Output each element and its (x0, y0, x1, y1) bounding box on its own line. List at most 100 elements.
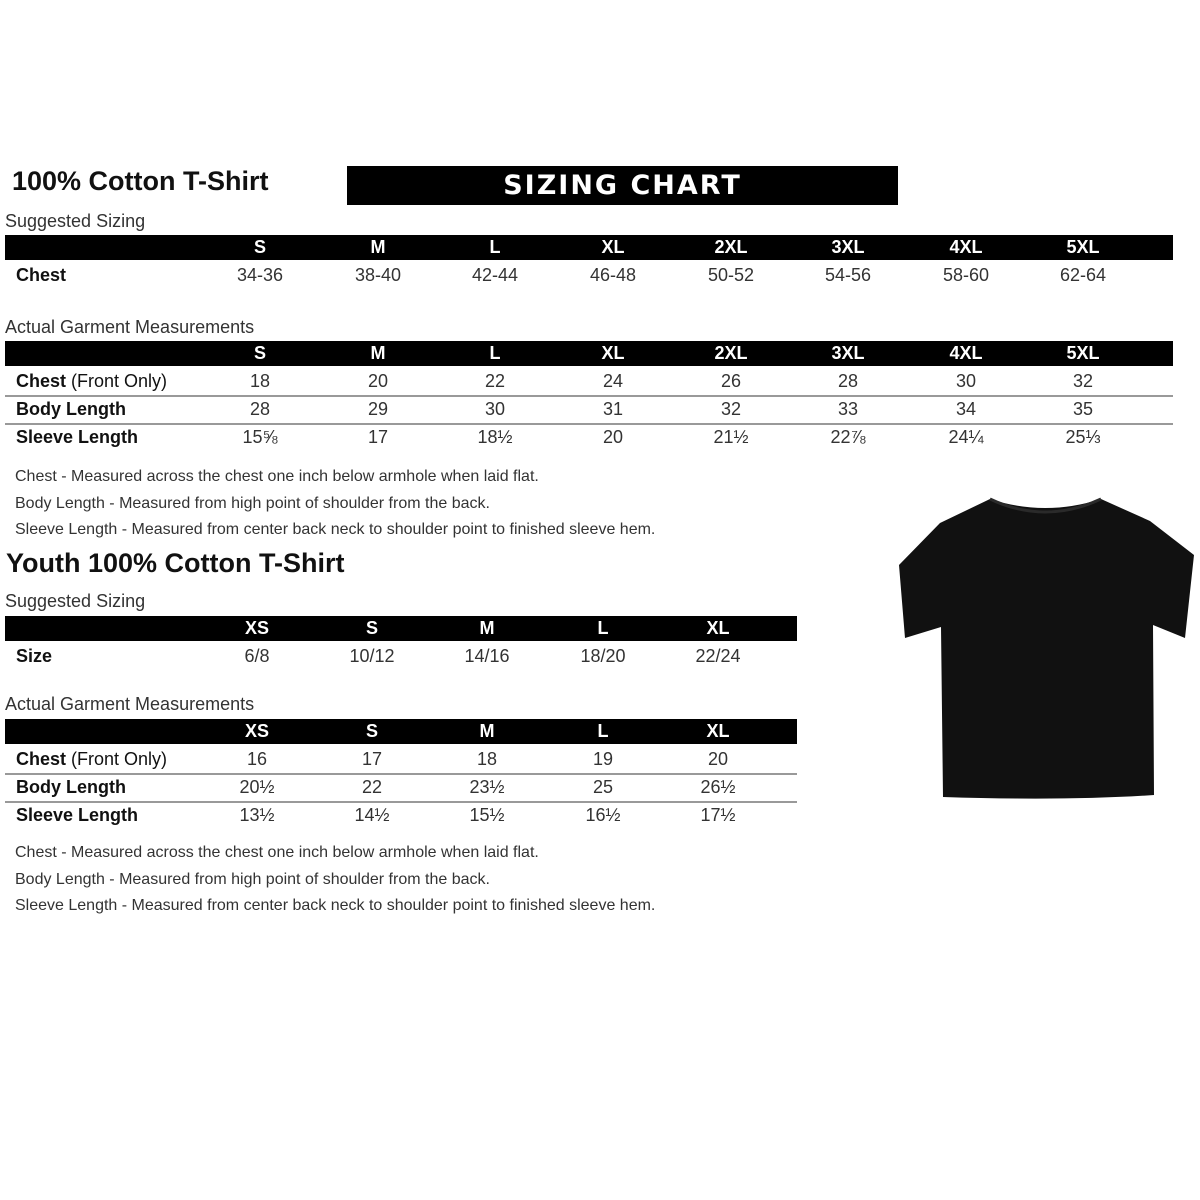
table-cell: 26½ (700, 777, 736, 797)
table-row: Chest (Front Only) 18 20 22 24 26 28 30 32 (5, 367, 1173, 397)
table-cell: 23½ (469, 777, 505, 797)
table-cell: 20 (367, 371, 389, 391)
row-label-note: (Front Only) (71, 371, 168, 391)
table-cell: 10/12 (349, 646, 395, 666)
table-cell: 17½ (700, 805, 736, 825)
size-header-s: S (253, 237, 266, 257)
table-cell: 28 (249, 399, 271, 419)
table-cell: 42-44 (471, 265, 519, 285)
adult-actual-label: Actual Garment Measurements (5, 317, 255, 337)
table-cell: 30 (955, 371, 977, 391)
table-cell: 58-60 (942, 265, 990, 285)
row-label-note: (Front Only) (71, 749, 168, 769)
table-cell: 18 (249, 371, 271, 391)
table-cell: 6/8 (244, 646, 270, 666)
row-label: Body Length (16, 773, 126, 801)
size-header-3xl: 3XL (831, 343, 865, 363)
table-row: Sleeve Length 13½ 14½ 15½ 16½ 17½ (5, 801, 797, 829)
table-row: Body Length 20½ 22 23½ 25 26½ (5, 773, 797, 803)
row-label-text: Sleeve Length (16, 805, 139, 825)
table-cell: 25⅓ (1065, 427, 1101, 447)
size-header-s: S (365, 721, 378, 741)
table-row: Sleeve Length 15⅝ 17 18½ 20 21½ 22⅞ 24¼ 25⅓ (5, 423, 1173, 451)
note-sleeve-length: Sleeve Length - Measured from center bac… (15, 521, 656, 538)
table-cell: 15½ (469, 805, 505, 825)
size-header-row: S M L XL 2XL 3XL 4XL 5XL (5, 341, 1173, 366)
youth-notes: Chest - Measured across the chest one in… (15, 840, 655, 920)
table-cell: 17 (367, 427, 389, 447)
table-cell: 24 (602, 371, 624, 391)
table-cell: 20 (602, 427, 624, 447)
size-header-2xl: 2XL (714, 237, 748, 257)
table-cell: 35 (1072, 399, 1094, 419)
row-label-text: Chest (16, 749, 67, 769)
size-header-3xl: 3XL (831, 237, 865, 257)
size-header-s: S (253, 343, 266, 363)
table-cell: 28 (837, 371, 859, 391)
size-header-5xl: 5XL (1066, 343, 1100, 363)
table-cell: 13½ (239, 805, 275, 825)
table-cell: 19 (592, 749, 614, 769)
table-cell: 25 (592, 777, 614, 797)
youth-title: Youth 100% Cotton T-Shirt (6, 548, 345, 578)
table-cell: 54-56 (824, 265, 872, 285)
table-row: Chest 34-36 38-40 42-44 46-48 50-52 54-56 58-60… (5, 261, 1173, 289)
adult-suggested-label: Suggested Sizing (5, 211, 146, 231)
table-cell: 34-36 (236, 265, 284, 285)
table-cell: 21½ (713, 427, 749, 447)
size-header-l: L (597, 721, 609, 741)
size-header-4xl: 4XL (949, 237, 983, 257)
row-label-text: Chest (16, 371, 67, 391)
size-header-xs: XS (244, 721, 269, 741)
size-header-row: S M L XL 2XL 3XL 4XL 5XL (5, 235, 1173, 260)
table-cell: 15⅝ (242, 427, 278, 447)
row-label-text: Size (16, 646, 53, 666)
table-row: Body Length 28 29 30 31 32 33 34 35 (5, 395, 1173, 425)
adult-title: 100% Cotton T-Shirt (12, 166, 269, 196)
adult-notes: Chest - Measured across the chest one in… (15, 464, 655, 544)
row-label: Sleeve Length (16, 801, 138, 829)
table-cell: 22 (484, 371, 506, 391)
size-header-m: M (479, 721, 495, 741)
note-chest: Chest - Measured across the chest one in… (15, 468, 539, 485)
size-header-5xl: 5XL (1066, 237, 1100, 257)
note-chest: Chest - Measured across the chest one in… (15, 844, 539, 861)
size-header-row: XS S M L XL (5, 616, 797, 641)
size-header-m: M (370, 343, 386, 363)
size-header-l: L (597, 618, 609, 638)
size-header-m: M (479, 618, 495, 638)
row-label: Chest (Front Only) (16, 745, 167, 773)
table-cell: 18/20 (580, 646, 626, 666)
table-cell: 30 (484, 399, 506, 419)
table-cell: 24¼ (948, 427, 984, 447)
table-cell: 38-40 (354, 265, 402, 285)
table-cell: 18½ (477, 427, 513, 447)
youth-actual-label: Actual Garment Measurements (5, 694, 255, 714)
table-cell: 14½ (354, 805, 390, 825)
row-label-text: Chest (16, 265, 67, 285)
size-header-xl: XL (601, 237, 625, 257)
row-label-text: Sleeve Length (16, 427, 139, 447)
row-label-text: Body Length (16, 777, 126, 797)
table-cell: 22/24 (695, 646, 741, 666)
table-cell: 32 (720, 399, 742, 419)
table-row: Size 6/8 10/12 14/16 18/20 22/24 (5, 642, 797, 670)
row-label: Body Length (16, 395, 126, 423)
table-cell: 16 (246, 749, 268, 769)
size-header-s: S (365, 618, 378, 638)
size-header-4xl: 4XL (949, 343, 983, 363)
row-label-text: Body Length (16, 399, 126, 419)
table-cell: 22⅞ (830, 427, 866, 447)
table-cell: 50-52 (707, 265, 755, 285)
table-row: Chest (Front Only) 16 17 18 19 20 (5, 745, 797, 775)
table-cell: 33 (837, 399, 859, 419)
size-header-row: XS S M L XL (5, 719, 797, 744)
note-sleeve-length: Sleeve Length - Measured from center bac… (15, 897, 656, 914)
table-cell: 18 (476, 749, 498, 769)
table-cell: 62-64 (1059, 265, 1107, 285)
size-header-xl: XL (706, 721, 730, 741)
size-header-l: L (489, 237, 501, 257)
table-cell: 20½ (239, 777, 275, 797)
row-label: Sleeve Length (16, 423, 138, 451)
